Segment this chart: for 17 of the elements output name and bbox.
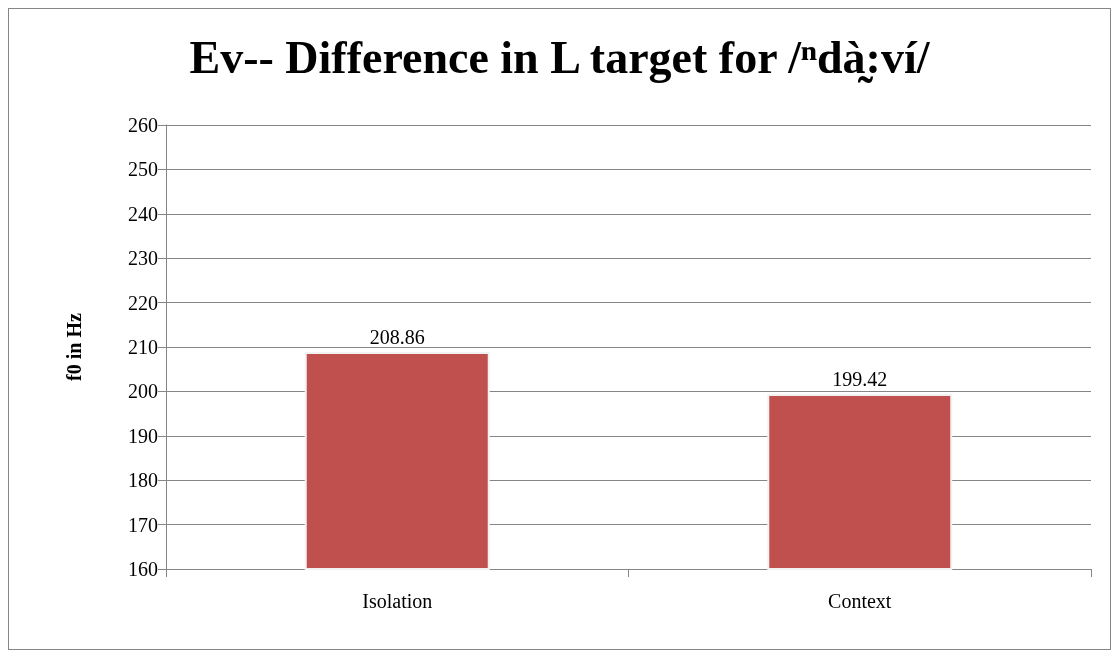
- x-tick-label: Context: [828, 590, 892, 612]
- y-tick-label: 230: [128, 247, 158, 270]
- y-tick-label: 180: [128, 469, 158, 492]
- y-tick-label: 160: [128, 558, 158, 580]
- data-label: 208.86: [369, 326, 425, 349]
- chart-title: Ev-- Difference in L target for /ⁿdà̰:ví/: [189, 31, 931, 83]
- y-tick-label: 220: [128, 291, 158, 314]
- y-tick-label: 250: [128, 158, 158, 181]
- x-tick-label: Isolation: [362, 590, 433, 612]
- y-tick-label: 170: [128, 513, 158, 536]
- y-tick-label: 240: [128, 202, 158, 225]
- y-tick-label: 190: [128, 424, 158, 447]
- data-label: 199.42: [832, 367, 888, 390]
- y-tick-label: 200: [128, 380, 158, 403]
- y-tick-label: 260: [128, 114, 158, 136]
- y-axis-title: f0 in Hz: [63, 312, 85, 381]
- y-tick-label: 210: [128, 336, 158, 358]
